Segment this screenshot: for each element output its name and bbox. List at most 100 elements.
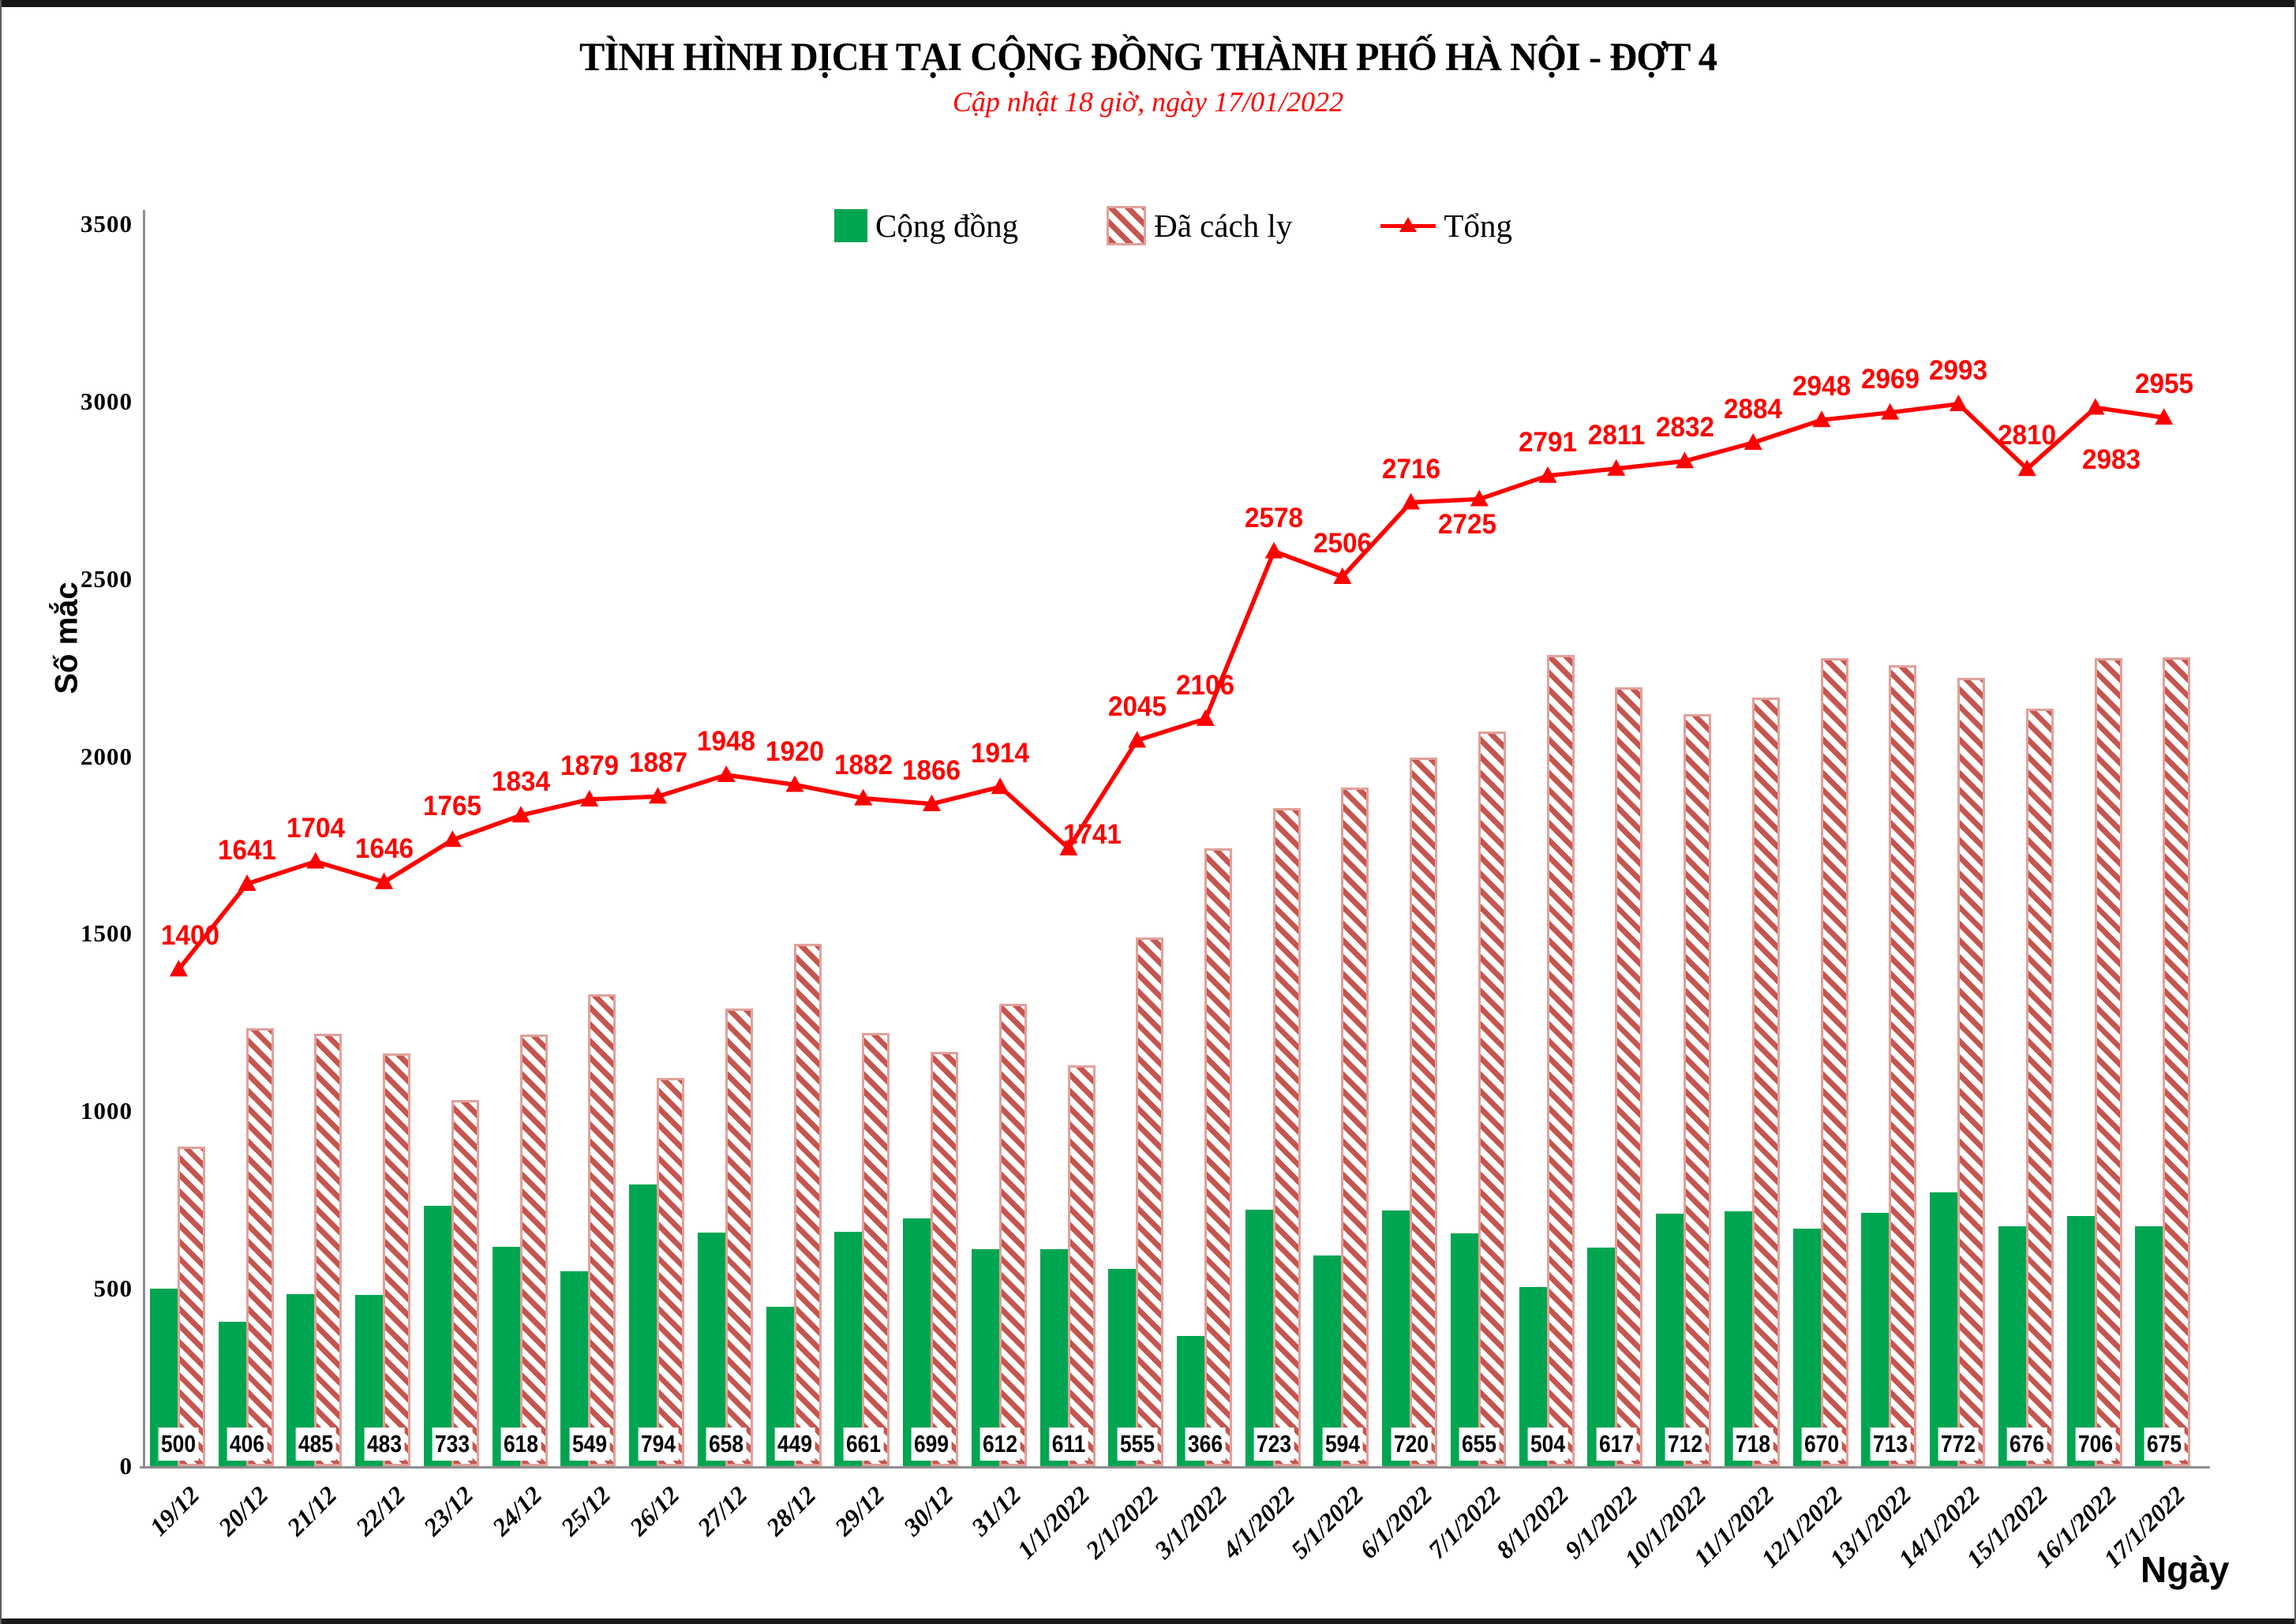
community-value-label: 485 [295,1428,336,1461]
bar-quarantined [1684,713,1712,1466]
total-point-marker [1196,709,1215,726]
x-axis-title: Ngày [2141,1549,2230,1590]
total-value-label: 2884 [1724,394,1783,425]
bar-community [1656,1213,1684,1466]
screen-edge-right [2294,0,2296,1624]
bar-quarantined [1341,788,1369,1466]
community-value-label: 723 [1253,1428,1294,1461]
community-value-label: 612 [979,1428,1021,1461]
bar-quarantined [2163,657,2191,1466]
total-value-label: 1948 [697,725,756,757]
bar-quarantined [178,1147,205,1466]
y-tick-label: 0 [119,1452,133,1480]
total-value-label: 2506 [1313,528,1372,559]
y-tick-label: 2000 [81,742,133,770]
total-value-label: 1882 [833,749,893,780]
bar-quarantined [1751,697,1780,1466]
total-point-marker [1470,489,1489,507]
total-value-label: 2993 [1929,355,1988,386]
legend-label-quarantined: Đã cách ly [1154,207,1293,244]
total-point-marker [1333,567,1352,585]
bar-quarantined [998,1004,1027,1466]
community-value-label: 720 [1391,1428,1431,1461]
legend-item-quarantined: Đã cách ly [1107,206,1292,245]
total-point-marker [443,830,462,848]
total-point-marker [2017,459,2036,477]
community-value-label: 618 [500,1428,541,1461]
bar-quarantined [2025,709,2054,1466]
bar-quarantined [725,1008,753,1466]
bar-community [697,1233,725,1466]
total-point-marker [991,777,1009,795]
community-value-label: 706 [2075,1428,2116,1461]
total-value-label: 1920 [765,735,824,767]
community-value-label: 617 [1596,1428,1637,1461]
bar-quarantined [1136,937,1164,1466]
total-point-marker [1676,451,1694,469]
total-point-marker [1881,402,1900,420]
total-value-label: 2791 [1519,426,1578,458]
bar-community [1930,1192,1958,1466]
community-value-label: 794 [638,1428,678,1461]
total-value-label: 2983 [2081,443,2141,475]
total-point-marker [1264,541,1283,559]
total-point-marker [1949,395,1968,412]
bar-quarantined [2094,658,2122,1466]
bar-community [1861,1213,1890,1466]
total-point-marker [922,794,941,811]
total-value-label: 1741 [1062,819,1122,851]
bar-community [423,1206,451,1466]
bar-community [1450,1233,1478,1466]
chart-subtitle: Cập nhật 18 giờ, ngày 17/01/2022 [952,86,1344,118]
green-square-icon [834,209,868,242]
total-value-label: 1879 [560,750,619,781]
bar-community [834,1231,863,1466]
bar-quarantined [1204,848,1232,1466]
bar-quarantined [1067,1065,1096,1466]
bar-community [1382,1211,1410,1466]
total-point-marker [2155,408,2174,425]
total-point-marker [1059,839,1078,856]
total-value-label: 2725 [1438,508,1497,540]
total-value-label: 2832 [1655,412,1714,443]
community-value-label: 611 [1049,1428,1088,1461]
screen-edge-bottom [0,1618,2296,1624]
total-value-label: 1765 [423,791,482,822]
red-line-marker-icon [1380,216,1436,232]
total-value-label: 2106 [1176,669,1235,701]
total-point-marker [169,960,188,977]
community-value-label: 594 [1322,1428,1363,1461]
bar-quarantined [245,1027,274,1466]
community-value-label: 483 [364,1428,404,1461]
total-value-label: 2045 [1107,691,1167,723]
chart-title: TÌNH HÌNH DỊCH TẠI CỘNG ĐỒNG THÀNH PHỐ H… [579,36,1717,80]
total-value-label: 1834 [492,766,551,798]
bar-community [1724,1211,1752,1466]
community-value-label: 713 [1870,1428,1911,1461]
y-tick-label: 500 [93,1274,133,1303]
bar-community [1792,1228,1821,1466]
total-value-label: 2955 [2134,369,2193,400]
total-point-marker [306,851,325,869]
total-value-label: 1400 [161,920,220,952]
red-hatched-square-icon [1107,206,1147,245]
legend-item-community: Cộng đồng [834,209,1018,242]
bar-community [1245,1209,1273,1466]
total-value-label: 2578 [1245,502,1304,533]
community-value-label: 670 [1801,1428,1842,1461]
bar-quarantined [1615,687,1643,1466]
legend-item-total: Tổng [1380,209,1512,242]
total-point-marker [649,787,667,804]
bar-community [1998,1225,2026,1466]
bar-community [2066,1215,2095,1466]
total-point-marker [1538,466,1557,483]
community-value-label: 504 [1527,1428,1568,1461]
y-tick-label: 2500 [81,564,133,593]
total-point-marker [511,806,530,823]
total-value-label: 1887 [628,747,687,779]
community-value-label: 549 [569,1428,610,1461]
bar-community [2135,1226,2163,1466]
total-point-marker [717,765,736,782]
total-point-marker [580,789,599,806]
